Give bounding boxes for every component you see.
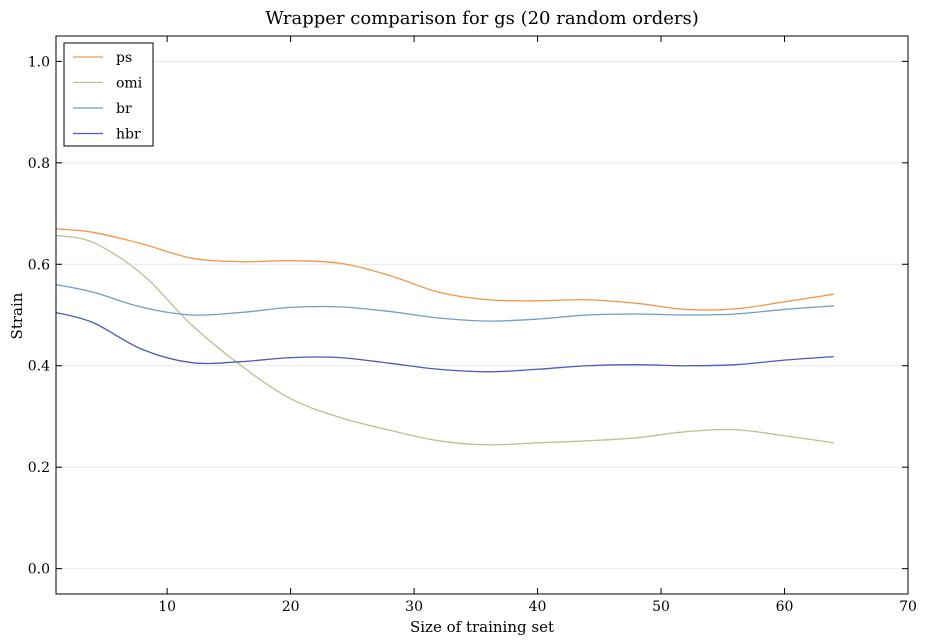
x-tick-label: 60 [776,599,794,615]
legend-label-omi: omi [116,76,143,92]
series-lines [55,228,835,446]
x-tick-label: 40 [529,599,547,615]
x-tick-label: 70 [899,599,917,615]
legend-label-hbr: hbr [116,127,141,143]
grid-lines [56,60,908,570]
y-tick-label: 0.2 [28,460,50,476]
legend-label-br: br [116,101,132,117]
x-tick-label: 10 [158,599,176,615]
series-line-omi [55,234,835,446]
chart-title: Wrapper comparison for gs (20 random ord… [265,8,699,29]
y-tick-label: 0.0 [28,562,50,578]
legend-label-ps: ps [116,50,132,66]
y-tick-label: 0.4 [28,359,50,375]
axis-ticks: 10 20 30 40 50 60 70 0.0 0.2 0.4 0.6 0.8 1.0 [28,36,917,615]
x-tick-label: 50 [652,599,670,615]
x-tick-label: 20 [282,599,300,615]
series-line-ps [55,228,835,311]
y-axis-label: Strain [8,292,26,339]
plot-area-frame [55,35,909,595]
legend-box [63,42,154,147]
legend: ps omi br hbr [63,42,154,147]
x-tick-label: 30 [405,599,423,615]
y-tick-label: 0.8 [28,156,50,172]
series-line-br [55,283,834,322]
x-axis-label: Size of training set [410,618,554,636]
y-tick-label: 0.6 [28,257,50,273]
y-tick-label: 1.0 [28,54,50,70]
series-line-hbr [55,311,834,373]
